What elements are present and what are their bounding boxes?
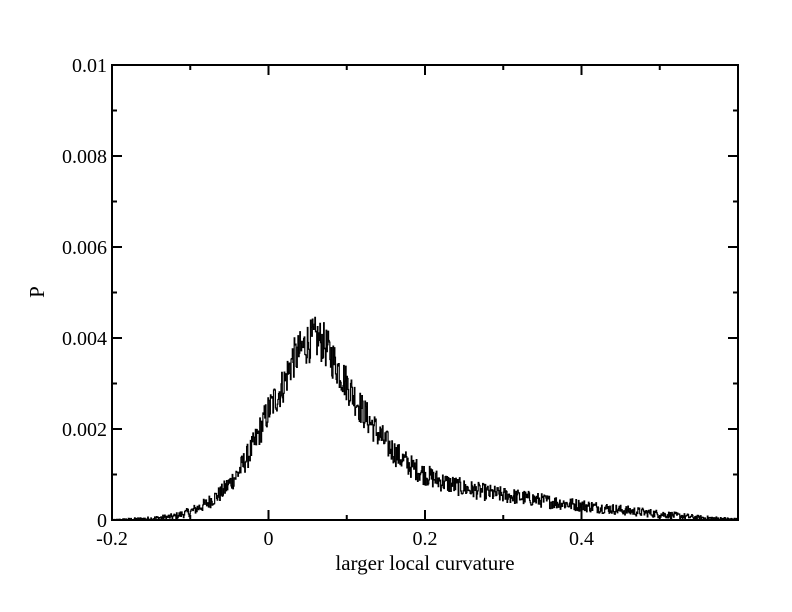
- x-tick-label: 0.2: [413, 528, 438, 550]
- plot-frame: [111, 64, 739, 521]
- ticks-layer: [111, 64, 739, 521]
- y-tick-label: 0: [97, 510, 107, 532]
- x-tick-label: 0: [264, 528, 274, 550]
- series-line: [112, 316, 738, 521]
- y-tick-label: 0.002: [62, 419, 107, 441]
- y-tick-label: 0.01: [72, 55, 107, 77]
- x-tick-label: -0.2: [96, 528, 128, 550]
- x-tick-label: 0.4: [569, 528, 594, 550]
- y-tick-label: 0.008: [62, 146, 107, 168]
- y-tick-label: 0.006: [62, 237, 107, 259]
- x-axis-label: larger local curvature: [335, 551, 514, 575]
- y-tick-label: 0.004: [62, 328, 107, 350]
- y-axis-label: P: [25, 286, 49, 298]
